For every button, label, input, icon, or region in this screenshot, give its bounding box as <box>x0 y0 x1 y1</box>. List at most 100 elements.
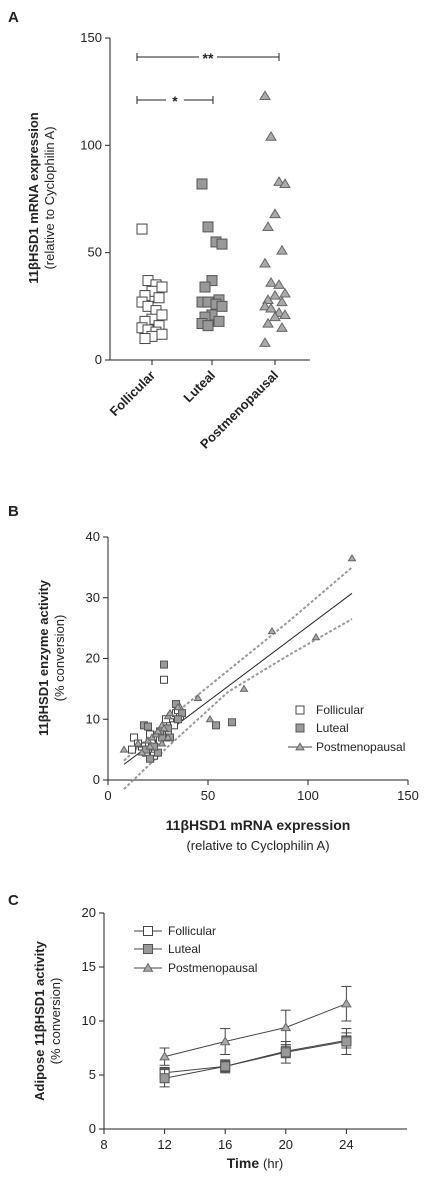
data-point <box>219 1036 231 1046</box>
data-point <box>265 302 277 313</box>
data-point <box>265 276 277 287</box>
x-axis-unit: (hr) <box>263 1156 283 1171</box>
data-point <box>202 221 214 233</box>
data-point <box>228 718 236 727</box>
data-point <box>213 315 225 327</box>
data-point <box>276 296 288 307</box>
data-point <box>159 1051 170 1061</box>
data-point <box>139 333 151 345</box>
panel-b-chart: 0 10 20 30 40 0 50 100 150 11βHSD1 enzyme activit… <box>36 529 419 853</box>
data-point <box>205 714 215 723</box>
significance-bracket: ** <box>136 49 280 66</box>
y-tick-label: 20 <box>82 905 96 920</box>
data-point <box>159 724 169 732</box>
legend-label: Luteal <box>168 942 201 956</box>
data-point <box>156 309 168 321</box>
data-point <box>341 998 352 1008</box>
data-point <box>280 1047 291 1058</box>
x-tick-label: 12 <box>157 1137 171 1152</box>
x-tick-label: 8 <box>100 1137 107 1152</box>
y-tick-label: 150 <box>80 30 102 45</box>
x-axis-subtitle: (relative to Cyclophilin A) <box>186 838 329 853</box>
data-point <box>347 553 357 562</box>
data-point <box>262 294 274 304</box>
data-point <box>193 693 203 701</box>
data-point <box>311 632 321 641</box>
y-axis-title: Adipose 11βHSD1 activity <box>32 940 47 1100</box>
x-tick-label: 100 <box>297 788 319 803</box>
x-axis-title: 11βHSD1 mRNA expression <box>166 817 351 833</box>
y-tick-label: 10 <box>86 711 100 726</box>
y-tick-label: 50 <box>88 245 102 260</box>
data-point <box>145 742 155 750</box>
data-point <box>137 748 147 756</box>
significance-bracket: * <box>136 92 214 109</box>
panel-letter-b: B <box>8 503 19 520</box>
legend-label: Follicular <box>168 924 216 938</box>
data-point <box>136 223 148 235</box>
data-point <box>160 675 168 684</box>
data-point <box>146 754 154 763</box>
series-line <box>164 1041 347 1079</box>
x-category-label: Follicular <box>107 368 158 419</box>
data-point <box>269 289 281 300</box>
data-point <box>159 1073 170 1084</box>
data-point <box>216 238 228 250</box>
data-point <box>259 90 271 101</box>
data-point <box>259 257 271 268</box>
data-point <box>163 733 173 741</box>
legend-label: Postmenopausal <box>316 740 405 754</box>
data-point <box>259 300 271 311</box>
x-category-label: Luteal <box>180 368 218 406</box>
legend-marker <box>295 705 305 715</box>
y-tick-label: 100 <box>80 137 102 152</box>
data-point <box>144 722 152 731</box>
panel-c-chart: 0 5 10 15 20 8 12 16 20 24 Adipose 11βHSD1 activit… <box>32 905 407 1171</box>
data-point <box>157 739 167 747</box>
data-point <box>341 1036 352 1047</box>
x-tick-label: 150 <box>397 788 419 803</box>
data-point <box>216 300 228 312</box>
y-tick-label: 0 <box>95 352 102 367</box>
data-point <box>262 221 274 231</box>
data-point <box>128 745 136 754</box>
y-tick-label: 5 <box>89 1067 96 1082</box>
legend-marker <box>143 944 153 954</box>
x-tick-label: 20 <box>279 1137 293 1152</box>
y-tick-label: 10 <box>82 1013 96 1028</box>
x-tick-label: 50 <box>201 788 215 803</box>
x-axis-title: Time <box>227 1155 263 1171</box>
y-tick-label: 30 <box>86 590 100 605</box>
x-axis-title-group: Time (hr) <box>227 1155 284 1171</box>
y-axis-subtitle: (% conversion) <box>48 978 63 1065</box>
data-point <box>262 317 274 328</box>
data-point <box>279 178 291 189</box>
panel-letter-a: A <box>8 9 19 26</box>
data-point <box>156 328 168 340</box>
data-point <box>206 275 218 287</box>
significance-label: ** <box>203 50 214 66</box>
legend-marker <box>142 962 154 972</box>
y-tick-label: 15 <box>82 959 96 974</box>
significance-label: * <box>172 93 178 109</box>
data-point <box>265 131 277 141</box>
x-tick-label: 16 <box>218 1137 232 1152</box>
y-tick-label: 40 <box>86 529 100 544</box>
data-point <box>196 178 208 190</box>
data-point <box>273 176 285 186</box>
y-axis-title: 11βHSD1 enzyme activity <box>36 579 51 736</box>
series-line <box>164 1003 347 1058</box>
data-point <box>273 279 285 289</box>
data-point <box>212 721 220 730</box>
panel-a-chart: 0 50 100 150 11βHSD1 mRNA expression (relativ… <box>26 30 310 452</box>
y-tick-label: 0 <box>89 1121 96 1136</box>
legend-marker <box>143 926 153 936</box>
data-point <box>173 702 183 711</box>
data-point <box>259 337 271 347</box>
data-point <box>174 715 182 724</box>
data-point <box>220 1061 231 1072</box>
y-axis-title: 11βHSD1 mRNA expression <box>26 112 41 284</box>
data-point <box>269 208 281 219</box>
data-point <box>269 311 281 322</box>
